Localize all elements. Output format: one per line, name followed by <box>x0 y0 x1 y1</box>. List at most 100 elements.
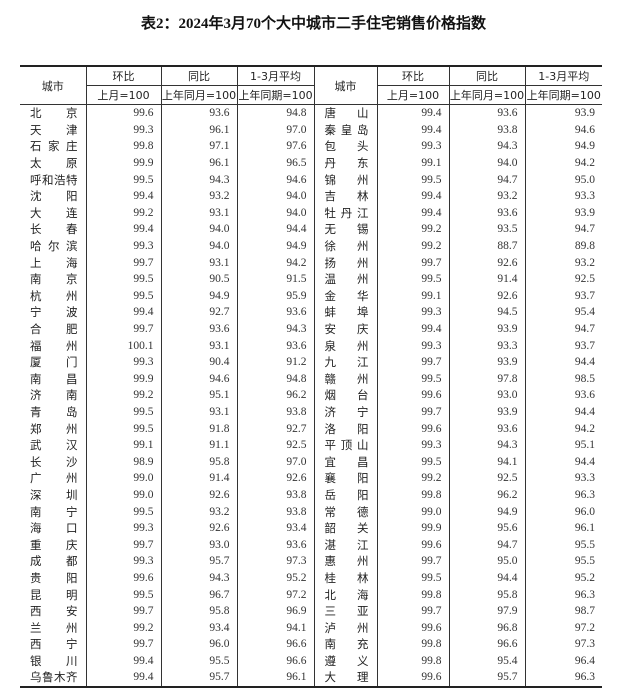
city-cell-right: 徐州 <box>313 237 377 255</box>
city-name: 武汉 <box>30 438 78 453</box>
mom-value-left: 99.1 <box>85 436 161 454</box>
city-name: 贵阳 <box>30 570 78 585</box>
avg-value-right: 93.3 <box>524 470 602 487</box>
table-row: 海口 99.3 92.6 93.4 韶关 99.9 95.6 96.1 <box>20 519 602 537</box>
city-name: 大连 <box>30 205 78 220</box>
city-name: 金华 <box>324 288 369 303</box>
city-cell-right: 烟台 <box>313 387 377 404</box>
city-name: 沈阳 <box>30 189 78 204</box>
city-cell-left: 成都 <box>20 553 86 570</box>
table-row: 呼和浩特 99.5 94.3 94.6 锦州 99.5 94.7 95.0 <box>20 171 602 188</box>
avg-value-right: 96.3 <box>524 486 602 504</box>
city-cell-right: 安庆 <box>313 320 377 338</box>
city-name: 烟台 <box>324 388 369 403</box>
avg-value-right: 96.4 <box>524 652 602 670</box>
yoy-value-left: 93.2 <box>160 187 237 205</box>
avg-value-left: 96.9 <box>236 602 314 620</box>
header-avg-base-left: 上年同期=100 <box>236 85 315 105</box>
city-cell-right: 济宁 <box>313 403 377 421</box>
yoy-value-left: 94.0 <box>160 237 237 255</box>
city-cell-right: 唐山 <box>313 104 377 122</box>
yoy-value-right: 97.9 <box>448 602 525 620</box>
mom-value-left: 99.9 <box>85 370 161 388</box>
avg-value-left: 95.9 <box>236 287 314 305</box>
city-name: 南充 <box>324 637 369 652</box>
city-name: 杭州 <box>30 288 78 303</box>
table-row: 广州 99.0 91.4 92.6 襄阳 99.2 92.5 93.3 <box>20 470 602 487</box>
avg-value-right: 94.2 <box>524 420 602 437</box>
avg-value-right: 94.7 <box>524 221 602 238</box>
city-name: 天津 <box>30 122 78 137</box>
table-row: 福州 100.1 93.1 93.6 泉州 99.3 93.3 93.7 <box>20 337 602 354</box>
city-name: 岳阳 <box>324 487 369 502</box>
yoy-value-right: 93.5 <box>448 221 525 238</box>
mom-value-left: 99.5 <box>85 420 161 437</box>
mom-value-left: 99.7 <box>85 254 161 271</box>
table-row: 郑州 99.5 91.8 92.7 洛阳 99.6 93.6 94.2 <box>20 420 602 437</box>
city-cell-left: 长沙 <box>20 453 86 470</box>
table-body: 北京 99.6 93.6 94.8 唐山 99.4 93.6 93.9 天津 99.3 96.1 97… <box>20 104 602 688</box>
city-name: 桂林 <box>324 570 369 585</box>
mom-value-left: 99.4 <box>85 304 161 321</box>
city-cell-left: 深圳 <box>20 487 86 504</box>
yoy-value-right: 94.3 <box>448 138 525 155</box>
avg-value-right: 98.7 <box>524 602 602 620</box>
city-cell-right: 岳阳 <box>313 486 377 504</box>
header-mom-base-right: 上月=100 <box>376 85 450 105</box>
city-name: 宜昌 <box>324 454 369 469</box>
mom-value-right: 99.1 <box>376 287 449 305</box>
avg-value-left: 93.8 <box>236 503 314 520</box>
yoy-value-left: 94.3 <box>160 171 237 188</box>
avg-value-right: 94.4 <box>524 403 602 421</box>
yoy-value-left: 95.7 <box>160 669 237 688</box>
yoy-value-right: 93.0 <box>448 387 525 404</box>
city-name: 吉林 <box>324 189 369 204</box>
mom-value-left: 99.6 <box>85 104 161 122</box>
yoy-value-left: 93.1 <box>160 337 237 354</box>
city-name: 牡丹江 <box>324 205 369 220</box>
yoy-value-left: 96.1 <box>160 121 237 139</box>
yoy-value-left: 96.7 <box>160 586 237 603</box>
city-name: 南京 <box>30 272 78 287</box>
avg-value-right: 96.0 <box>524 503 602 520</box>
table-row: 宁波 99.4 92.7 93.6 蚌埠 99.3 94.5 95.4 <box>20 304 602 321</box>
yoy-value-right: 93.9 <box>448 320 525 338</box>
city-cell-left: 南京 <box>20 271 86 288</box>
yoy-value-right: 94.4 <box>448 569 525 587</box>
table-row: 太原 99.9 96.1 96.5 丹东 99.1 94.0 94.2 <box>20 154 602 172</box>
yoy-value-right: 93.6 <box>448 104 525 122</box>
header-city-left: 城市 <box>20 65 87 105</box>
mom-value-left: 99.3 <box>85 353 161 371</box>
city-name: 北京 <box>30 106 78 121</box>
city-name: 乌鲁木齐 <box>30 670 78 685</box>
avg-value-right: 89.8 <box>524 237 602 255</box>
yoy-value-left: 92.6 <box>160 486 237 504</box>
yoy-value-right: 97.8 <box>448 370 525 388</box>
city-cell-right: 牡丹江 <box>313 204 377 222</box>
city-name: 郑州 <box>30 421 78 436</box>
yoy-value-left: 93.1 <box>160 254 237 271</box>
header-mom-left: 环比 <box>85 65 162 86</box>
city-name: 石家庄 <box>30 139 78 154</box>
mom-value-left: 99.5 <box>85 171 161 188</box>
city-name: 襄阳 <box>324 471 369 486</box>
yoy-value-left: 91.4 <box>160 470 237 487</box>
city-cell-left: 杭州 <box>20 288 86 305</box>
city-cell-left: 郑州 <box>20 420 86 437</box>
city-name: 秦皇岛 <box>324 122 369 137</box>
city-name: 昆明 <box>30 587 78 602</box>
city-cell-left: 大连 <box>20 205 86 222</box>
avg-value-right: 96.3 <box>524 586 602 603</box>
mom-value-left: 99.9 <box>85 154 161 172</box>
city-cell-right: 泉州 <box>313 337 377 354</box>
avg-value-left: 97.6 <box>236 138 314 155</box>
yoy-value-right: 94.9 <box>448 503 525 520</box>
avg-value-left: 96.1 <box>236 669 314 688</box>
avg-value-left: 94.6 <box>236 171 314 188</box>
table-row: 哈尔滨 99.3 94.0 94.9 徐州 99.2 88.7 89.8 <box>20 237 602 255</box>
city-name: 西安 <box>30 604 78 619</box>
city-cell-left: 南宁 <box>20 503 86 520</box>
city-cell-left: 天津 <box>20 122 86 139</box>
mom-value-left: 99.3 <box>85 237 161 255</box>
city-cell-right: 扬州 <box>313 254 377 271</box>
